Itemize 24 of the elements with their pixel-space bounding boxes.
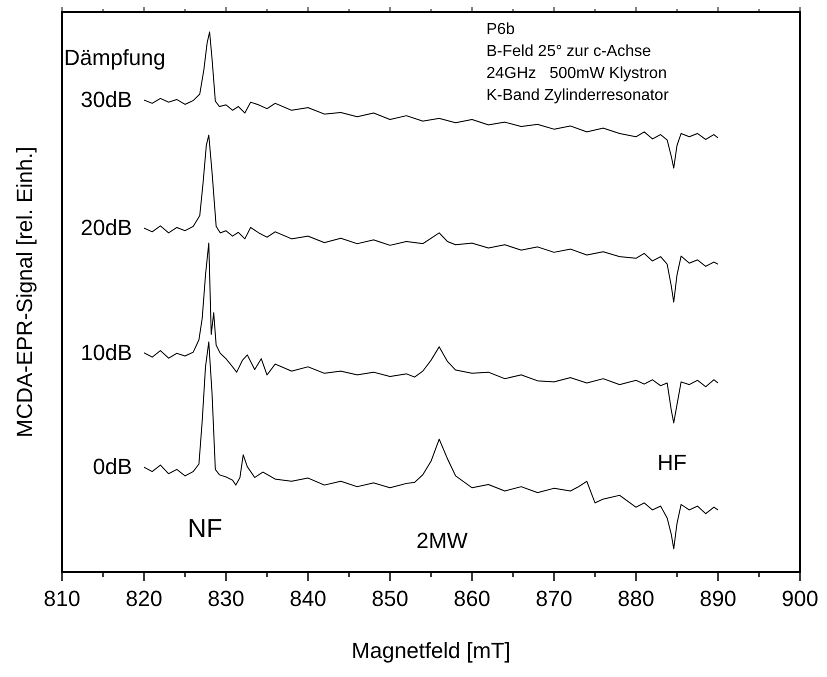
x-tick-label: 870 — [536, 586, 572, 611]
series-label: 0dB — [92, 454, 132, 480]
x-tick-label: 820 — [126, 586, 162, 611]
x-tick-label: 890 — [700, 586, 736, 611]
series-label: 10dB — [80, 340, 132, 365]
annotation: NF — [188, 513, 222, 543]
x-tick-label: 840 — [290, 586, 326, 611]
annotation: B-Feld 25° zur c-Achse — [486, 43, 652, 60]
x-tick-label: 880 — [618, 586, 654, 611]
x-tick-label: 860 — [454, 586, 490, 611]
annotation: 24GHz 500mW Klystron — [486, 65, 667, 82]
y-axis-title: MCDA-EPR-Signal [rel. Einh.] — [12, 146, 37, 438]
annotation: HF — [657, 450, 687, 475]
x-tick-label: 810 — [44, 586, 80, 611]
annotation: 2MW — [416, 528, 468, 553]
annotation: K-Band Zylinderresonator — [486, 87, 670, 104]
x-tick-label: 900 — [782, 586, 818, 611]
x-axis-title: Magnetfeld [mT] — [352, 638, 510, 663]
series-label: 30dB — [80, 87, 132, 112]
legend-title: Dämpfung — [64, 45, 166, 70]
annotation: P6b — [486, 21, 515, 38]
x-tick-label: 850 — [372, 586, 408, 611]
series-label: 20dB — [80, 215, 132, 240]
x-tick-label: 830 — [208, 586, 244, 611]
